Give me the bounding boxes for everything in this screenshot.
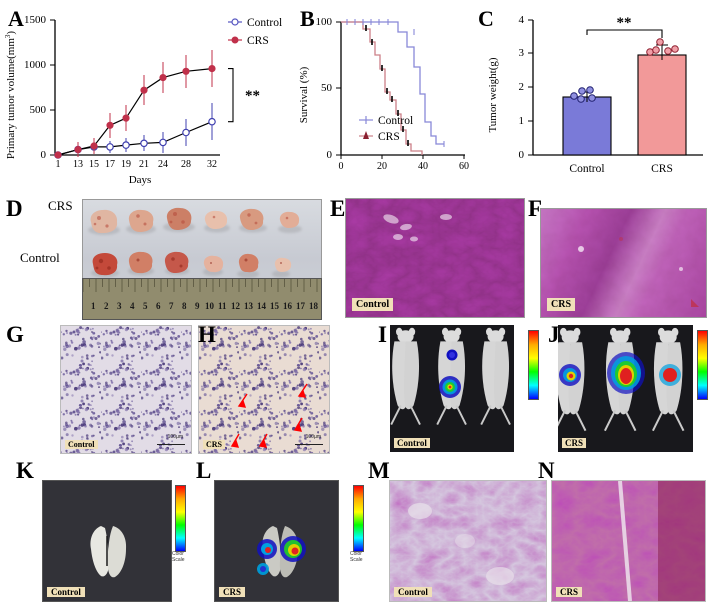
svg-text:40: 40 [418,161,428,172]
svg-text:Tumor weight(g): Tumor weight(g) [487,57,499,132]
svg-text:12: 12 [231,301,241,311]
svg-text:32: 32 [207,159,217,170]
svg-text:13: 13 [244,301,254,311]
svg-text:1: 1 [91,301,96,311]
svg-text:1500: 1500 [24,14,47,26]
svg-text:1: 1 [519,115,525,127]
svg-text:11: 11 [218,301,227,311]
svg-text:17: 17 [296,301,306,311]
svg-text:4: 4 [130,301,135,311]
svg-text:Primary tumor volume(mm3): Primary tumor volume(mm3) [4,31,17,159]
svg-text:CRS: CRS [247,35,269,47]
svg-text:19: 19 [121,159,131,170]
svg-text:0: 0 [41,149,47,161]
svg-text:13: 13 [73,159,83,170]
svg-text:10: 10 [205,301,215,311]
svg-text:2: 2 [519,81,525,93]
svg-text:Days: Days [129,174,152,186]
svg-text:5: 5 [143,301,148,311]
svg-text:3: 3 [519,47,525,59]
svg-text:100: 100 [316,16,333,28]
svg-text:24: 24 [158,159,168,170]
svg-text:Control: Control [378,115,413,127]
svg-text:500: 500 [30,104,47,116]
svg-text:3: 3 [117,301,122,311]
svg-text:9: 9 [195,301,200,311]
svg-text:28: 28 [181,159,191,170]
svg-text:8: 8 [182,301,187,311]
svg-text:0: 0 [519,149,525,161]
svg-text:Survival (%): Survival (%) [298,66,310,123]
svg-text:**: ** [245,88,260,104]
svg-text:CRS: CRS [651,163,673,175]
svg-text:18: 18 [309,301,319,311]
svg-text:Control: Control [569,163,604,175]
svg-text:15: 15 [270,301,280,311]
svg-text:21: 21 [139,159,149,170]
svg-text:1: 1 [56,159,61,170]
svg-text:15: 15 [89,159,99,170]
svg-text:7: 7 [169,301,174,311]
svg-text:2: 2 [104,301,109,311]
svg-text:6: 6 [156,301,161,311]
svg-text:CRS: CRS [378,131,400,143]
svg-text:**: ** [617,15,632,31]
svg-text:1000: 1000 [24,59,47,71]
svg-text:50: 50 [321,82,333,94]
svg-text:Control: Control [247,17,282,29]
svg-text:16: 16 [283,301,293,311]
svg-text:0: 0 [327,149,333,161]
svg-text:17: 17 [105,159,115,170]
svg-text:20: 20 [377,161,387,172]
svg-text:14: 14 [257,301,267,311]
svg-text:0: 0 [339,161,344,172]
svg-text:60: 60 [459,161,469,172]
svg-text:4: 4 [519,14,525,26]
